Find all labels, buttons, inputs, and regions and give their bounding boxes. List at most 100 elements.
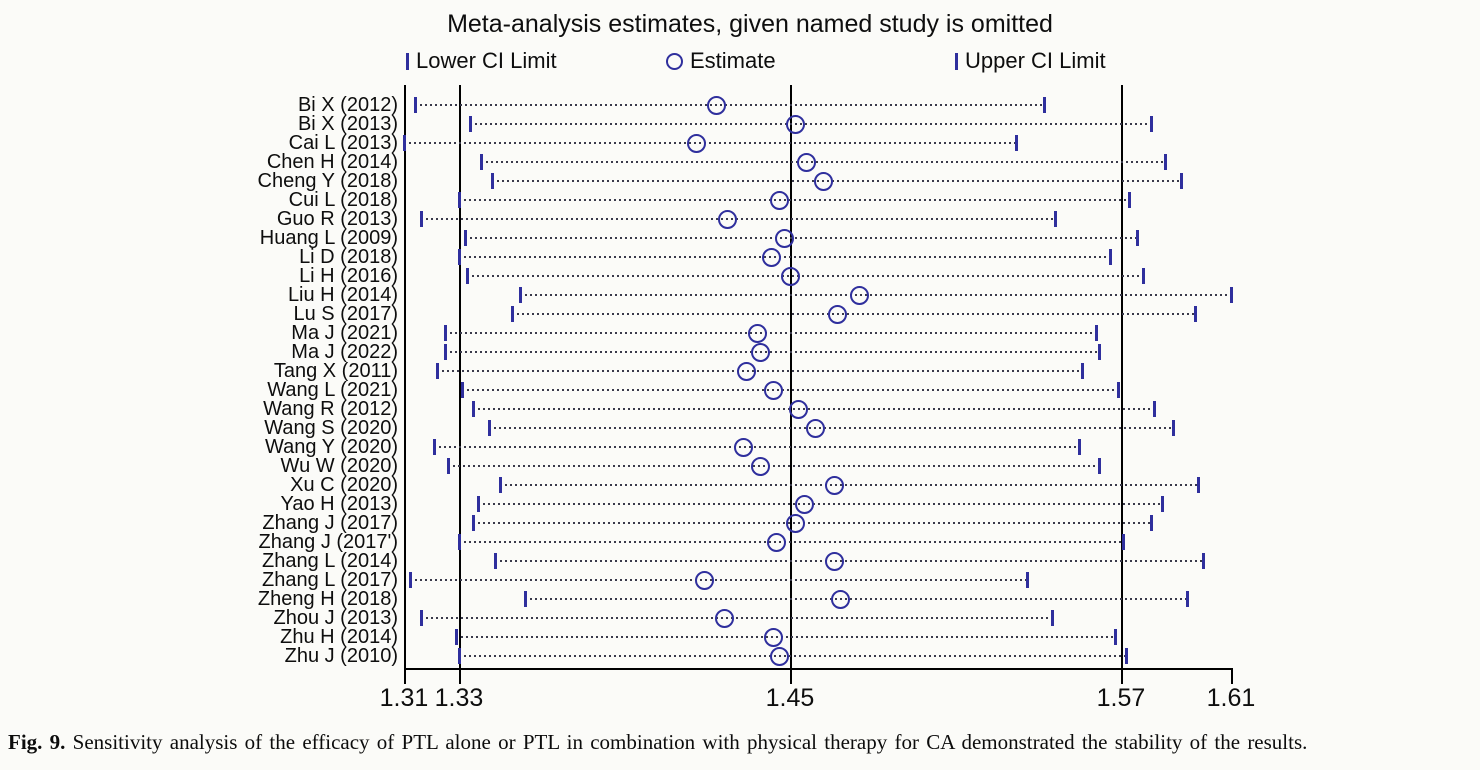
- ci-line: [421, 218, 1055, 220]
- lower-ci-tick: [458, 648, 461, 664]
- upper-ci-tick: [1230, 287, 1233, 303]
- x-axis-tick: [404, 670, 406, 684]
- study-label: Wu W (2020): [280, 455, 398, 477]
- study-label: Bi X (2012): [297, 94, 398, 116]
- lower-ci-tick: [519, 287, 522, 303]
- study-label: Lu S (2017): [293, 303, 398, 325]
- lower-ci-tick: [464, 230, 467, 246]
- study-label: Cheng Y (2018): [257, 170, 398, 192]
- upper-ci-tick: [1197, 477, 1200, 493]
- lower-ci-tick: [414, 97, 417, 113]
- lower-ci-tick-icon: [406, 52, 409, 70]
- legend-label-estimate: Estimate: [690, 48, 776, 73]
- estimate-marker: [764, 628, 783, 647]
- x-axis-tick: [459, 670, 461, 684]
- upper-ci-tick-icon: [955, 52, 958, 70]
- study-label: Guo R (2013): [276, 208, 398, 230]
- estimate-marker: [715, 609, 734, 628]
- lower-ci-tick: [480, 154, 483, 170]
- upper-ci-tick: [1186, 591, 1189, 607]
- x-axis-tick: [790, 670, 792, 684]
- estimate-marker: [825, 552, 844, 571]
- ci-line: [525, 598, 1187, 600]
- x-axis-tick: [1231, 670, 1233, 684]
- estimate-marker: [767, 533, 786, 552]
- lower-ci-tick: [499, 477, 502, 493]
- study-label: Li D (2018): [299, 246, 398, 268]
- lower-ci-tick: [524, 591, 527, 607]
- reference-line: [459, 85, 461, 670]
- lower-ci-tick: [494, 553, 497, 569]
- lower-ci-tick: [409, 572, 412, 588]
- caption-text: Sensitivity analysis of the efficacy of …: [65, 730, 1308, 754]
- legend-label-upper: Upper CI Limit: [965, 48, 1106, 73]
- estimate-marker: [795, 495, 814, 514]
- study-label: Ma J (2022): [291, 341, 398, 363]
- estimate-marker: [831, 590, 850, 609]
- study-label: Wang L (2021): [267, 379, 398, 401]
- estimate-marker: [707, 96, 726, 115]
- lower-ci-tick: [472, 401, 475, 417]
- caption-prefix: Fig. 9.: [8, 730, 66, 754]
- lower-ci-tick: [420, 211, 423, 227]
- ci-line: [404, 142, 1016, 144]
- ci-line: [410, 579, 1027, 581]
- estimate-marker: [789, 400, 808, 419]
- ci-line: [459, 199, 1129, 201]
- study-label: Zhou J (2013): [273, 607, 398, 629]
- study-label: Zhang L (2017): [261, 569, 398, 591]
- ci-line: [421, 617, 1052, 619]
- estimate-marker: [762, 248, 781, 267]
- estimate-marker: [764, 381, 783, 400]
- lower-ci-tick: [433, 439, 436, 455]
- upper-ci-tick: [1180, 173, 1183, 189]
- lower-ci-tick: [444, 344, 447, 360]
- upper-ci-tick: [1026, 572, 1029, 588]
- study-label: Cai L (2013): [288, 132, 398, 154]
- estimate-marker: [814, 172, 833, 191]
- ci-line: [437, 370, 1082, 372]
- x-axis-tick-label: 1.31: [379, 684, 429, 712]
- estimate-marker: [751, 343, 770, 362]
- ci-line: [459, 256, 1110, 258]
- estimate-marker: [825, 476, 844, 495]
- study-label: Ma J (2021): [291, 322, 398, 344]
- lower-ci-tick: [447, 458, 450, 474]
- ci-line: [465, 237, 1138, 239]
- estimate-marker: [850, 286, 869, 305]
- ci-line: [462, 389, 1118, 391]
- upper-ci-tick: [1051, 610, 1054, 626]
- upper-ci-tick: [1164, 154, 1167, 170]
- upper-ci-tick: [1136, 230, 1139, 246]
- lower-ci-tick: [477, 496, 480, 512]
- lower-ci-tick: [461, 382, 464, 398]
- upper-ci-tick: [1153, 401, 1156, 417]
- estimate-marker: [748, 324, 767, 343]
- study-label: Zhu J (2010): [284, 645, 398, 667]
- estimate-marker: [786, 115, 805, 134]
- study-label: Zhang L (2014): [261, 550, 398, 572]
- upper-ci-tick: [1117, 382, 1120, 398]
- study-label: Wang Y (2020): [264, 436, 398, 458]
- estimate-marker: [751, 457, 770, 476]
- lower-ci-tick: [403, 135, 406, 151]
- upper-ci-tick: [1161, 496, 1164, 512]
- ci-line: [478, 503, 1162, 505]
- lower-ci-tick: [436, 363, 439, 379]
- estimate-marker: [770, 647, 789, 666]
- ci-line: [434, 446, 1079, 448]
- upper-ci-tick: [1043, 97, 1046, 113]
- legend-item-upper-ci: Upper CI Limit: [955, 48, 1106, 74]
- study-label: Zhang J (2017): [262, 512, 398, 534]
- upper-ci-tick: [1081, 363, 1084, 379]
- estimate-marker: [737, 362, 756, 381]
- study-label: Huang L (2009): [259, 227, 398, 249]
- study-label: Xu C (2020): [290, 474, 398, 496]
- upper-ci-tick: [1015, 135, 1018, 151]
- study-label: Bi X (2013): [297, 113, 398, 135]
- study-label: Zhu H (2014): [280, 626, 398, 648]
- upper-ci-tick: [1194, 306, 1197, 322]
- ci-line: [495, 560, 1203, 562]
